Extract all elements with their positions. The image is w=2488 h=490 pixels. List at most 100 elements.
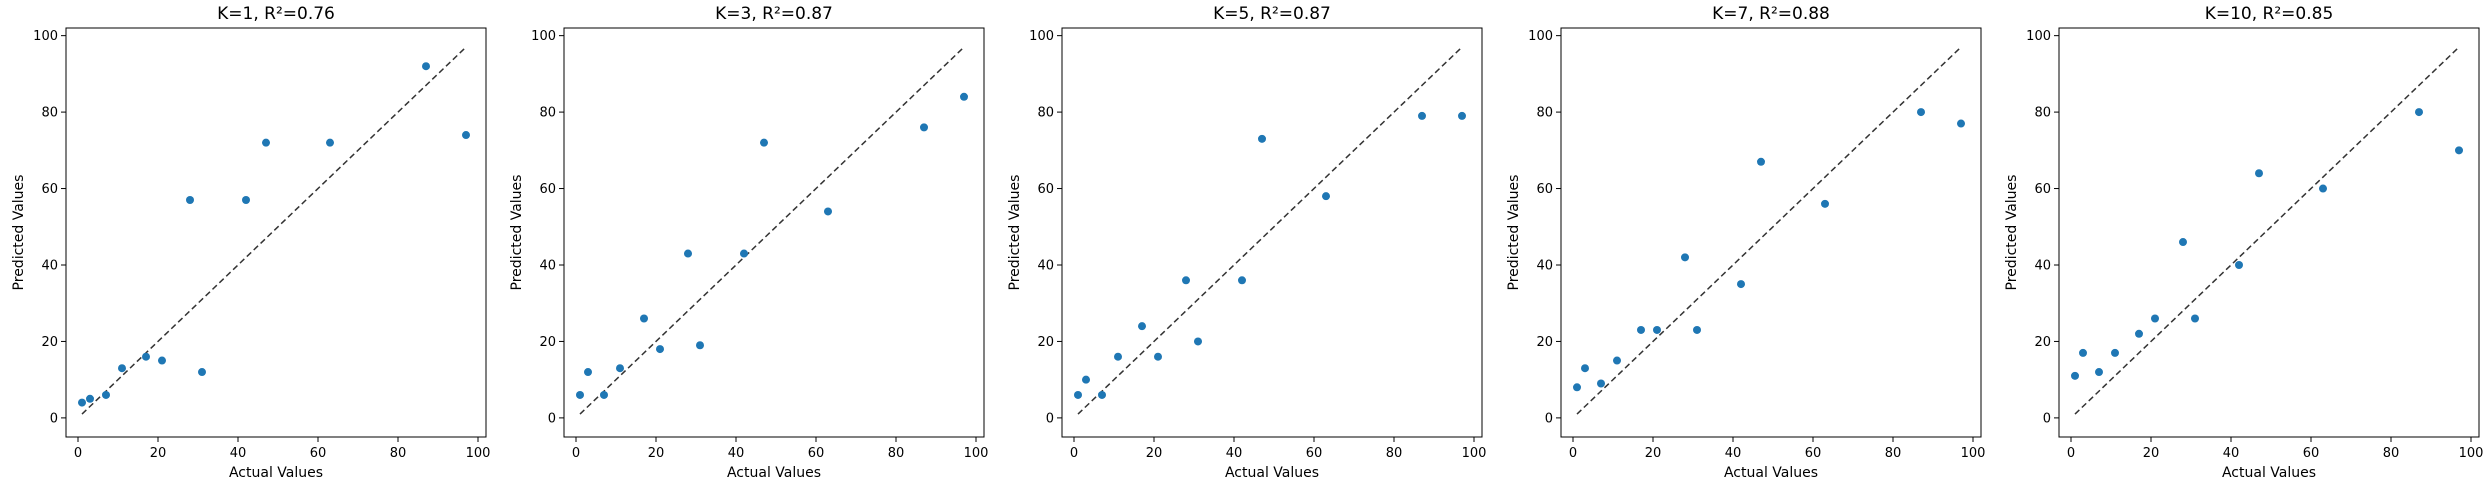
y-axis-label: Predicted Values	[509, 175, 525, 291]
x-tick-label: 40	[1226, 446, 1243, 461]
plot-frame	[563, 27, 985, 438]
data-point	[198, 368, 206, 377]
data-point	[78, 398, 86, 407]
data-point	[2255, 169, 2263, 178]
y-tick-label: 60	[539, 182, 556, 197]
x-tick-label: 60	[808, 446, 825, 461]
y-tick-label: 100	[531, 29, 556, 44]
subplot-title: K=10, R²=0.85	[2205, 4, 2334, 24]
data-point	[1737, 280, 1745, 289]
data-point	[142, 352, 150, 361]
x-tick-label: 100	[466, 446, 491, 461]
y-tick-label: 40	[1037, 258, 1054, 273]
data-point	[1194, 337, 1202, 346]
x-tick-label: 0	[2067, 446, 2075, 461]
subplot-title: K=7, R²=0.88	[1712, 4, 1830, 24]
reference-line	[1576, 46, 1962, 415]
data-point	[2071, 371, 2079, 380]
data-point	[1322, 192, 1330, 201]
x-axis-label: Actual Values	[1225, 465, 1319, 481]
data-point	[584, 368, 592, 377]
y-tick-label: 60	[1536, 182, 1553, 197]
plot-frame	[1560, 27, 1982, 438]
data-point	[1637, 325, 1645, 334]
data-point	[2151, 314, 2159, 323]
y-tick-label: 20	[1536, 335, 1553, 350]
subplot-1: K=1, R²=0.76 0 20 40 60 80 100 0 20 40 60 80 100 Actu…	[11, 4, 490, 481]
data-point	[1957, 119, 1965, 128]
y-tick-label: 100	[2026, 29, 2051, 44]
x-tick-label: 40	[1725, 446, 1742, 461]
data-point	[262, 138, 270, 147]
subplot-2: K=3, R²=0.87 0 20 40 60 80 100 0 20 40 60 80 100 Actu…	[509, 4, 988, 481]
data-point	[760, 138, 768, 147]
x-tick-label: 0	[1070, 446, 1078, 461]
reference-line	[1077, 46, 1463, 415]
subplot-3: K=5, R²=0.87 0 20 40 60 80 100 0 20 40 60 80 100 Actu…	[1007, 4, 1486, 481]
y-tick-label: 40	[2034, 258, 2051, 273]
data-point	[2191, 314, 2199, 323]
data-point	[1458, 111, 1466, 120]
x-tick-label: 80	[390, 446, 407, 461]
data-point	[1098, 390, 1106, 399]
x-axis-label: Actual Values	[727, 465, 821, 481]
data-point	[1573, 383, 1581, 392]
data-point	[2095, 368, 2103, 377]
x-tick-label: 20	[1146, 446, 1163, 461]
data-point	[1757, 157, 1765, 166]
data-point	[86, 394, 94, 403]
x-tick-label: 40	[230, 446, 247, 461]
y-axis-label: Predicted Values	[2004, 175, 2020, 291]
data-point	[102, 390, 110, 399]
data-point	[1821, 199, 1829, 208]
x-tick-label: 0	[74, 446, 82, 461]
data-point	[1581, 364, 1589, 373]
y-tick-label: 0	[1545, 411, 1553, 426]
y-tick-label: 100	[33, 29, 58, 44]
data-point	[960, 92, 968, 101]
data-point	[2319, 184, 2327, 193]
y-axis-label: Predicted Values	[1506, 175, 1522, 291]
x-tick-label: 60	[310, 446, 327, 461]
data-point	[616, 364, 624, 373]
data-point	[118, 364, 126, 373]
plot-frame	[2058, 27, 2480, 438]
data-point	[696, 341, 704, 350]
subplot-title: K=1, R²=0.76	[217, 4, 335, 24]
data-point	[920, 123, 928, 132]
data-point	[1074, 390, 1082, 399]
data-point	[2235, 260, 2243, 269]
x-tick-label: 80	[1885, 446, 1902, 461]
reference-line	[81, 46, 467, 415]
y-tick-label: 40	[1536, 258, 1553, 273]
x-tick-label: 100	[2459, 446, 2484, 461]
y-tick-label: 60	[1037, 182, 1054, 197]
x-tick-label: 100	[1961, 446, 1986, 461]
data-point	[158, 356, 166, 365]
data-point	[2179, 238, 2187, 247]
y-tick-label: 80	[539, 106, 556, 121]
data-point	[1082, 375, 1090, 384]
data-point	[2111, 348, 2119, 357]
reference-line	[579, 46, 965, 415]
data-point	[576, 390, 584, 399]
y-tick-label: 40	[539, 258, 556, 273]
y-tick-label: 20	[539, 335, 556, 350]
plot-frame	[1061, 27, 1483, 438]
x-tick-label: 60	[2303, 446, 2320, 461]
data-point	[1693, 325, 1701, 334]
data-point	[1597, 379, 1605, 388]
y-tick-label: 0	[50, 411, 58, 426]
x-tick-label: 0	[1569, 446, 1577, 461]
data-point	[242, 196, 250, 205]
data-point	[2135, 329, 2143, 338]
y-tick-label: 100	[1528, 29, 1553, 44]
y-tick-label: 80	[1536, 106, 1553, 121]
y-tick-label: 0	[1046, 411, 1054, 426]
x-tick-label: 20	[2143, 446, 2160, 461]
y-axis-label: Predicted Values	[11, 175, 27, 291]
data-point	[1258, 134, 1266, 143]
data-point	[2079, 348, 2087, 357]
x-tick-label: 0	[572, 446, 580, 461]
x-tick-label: 40	[728, 446, 745, 461]
